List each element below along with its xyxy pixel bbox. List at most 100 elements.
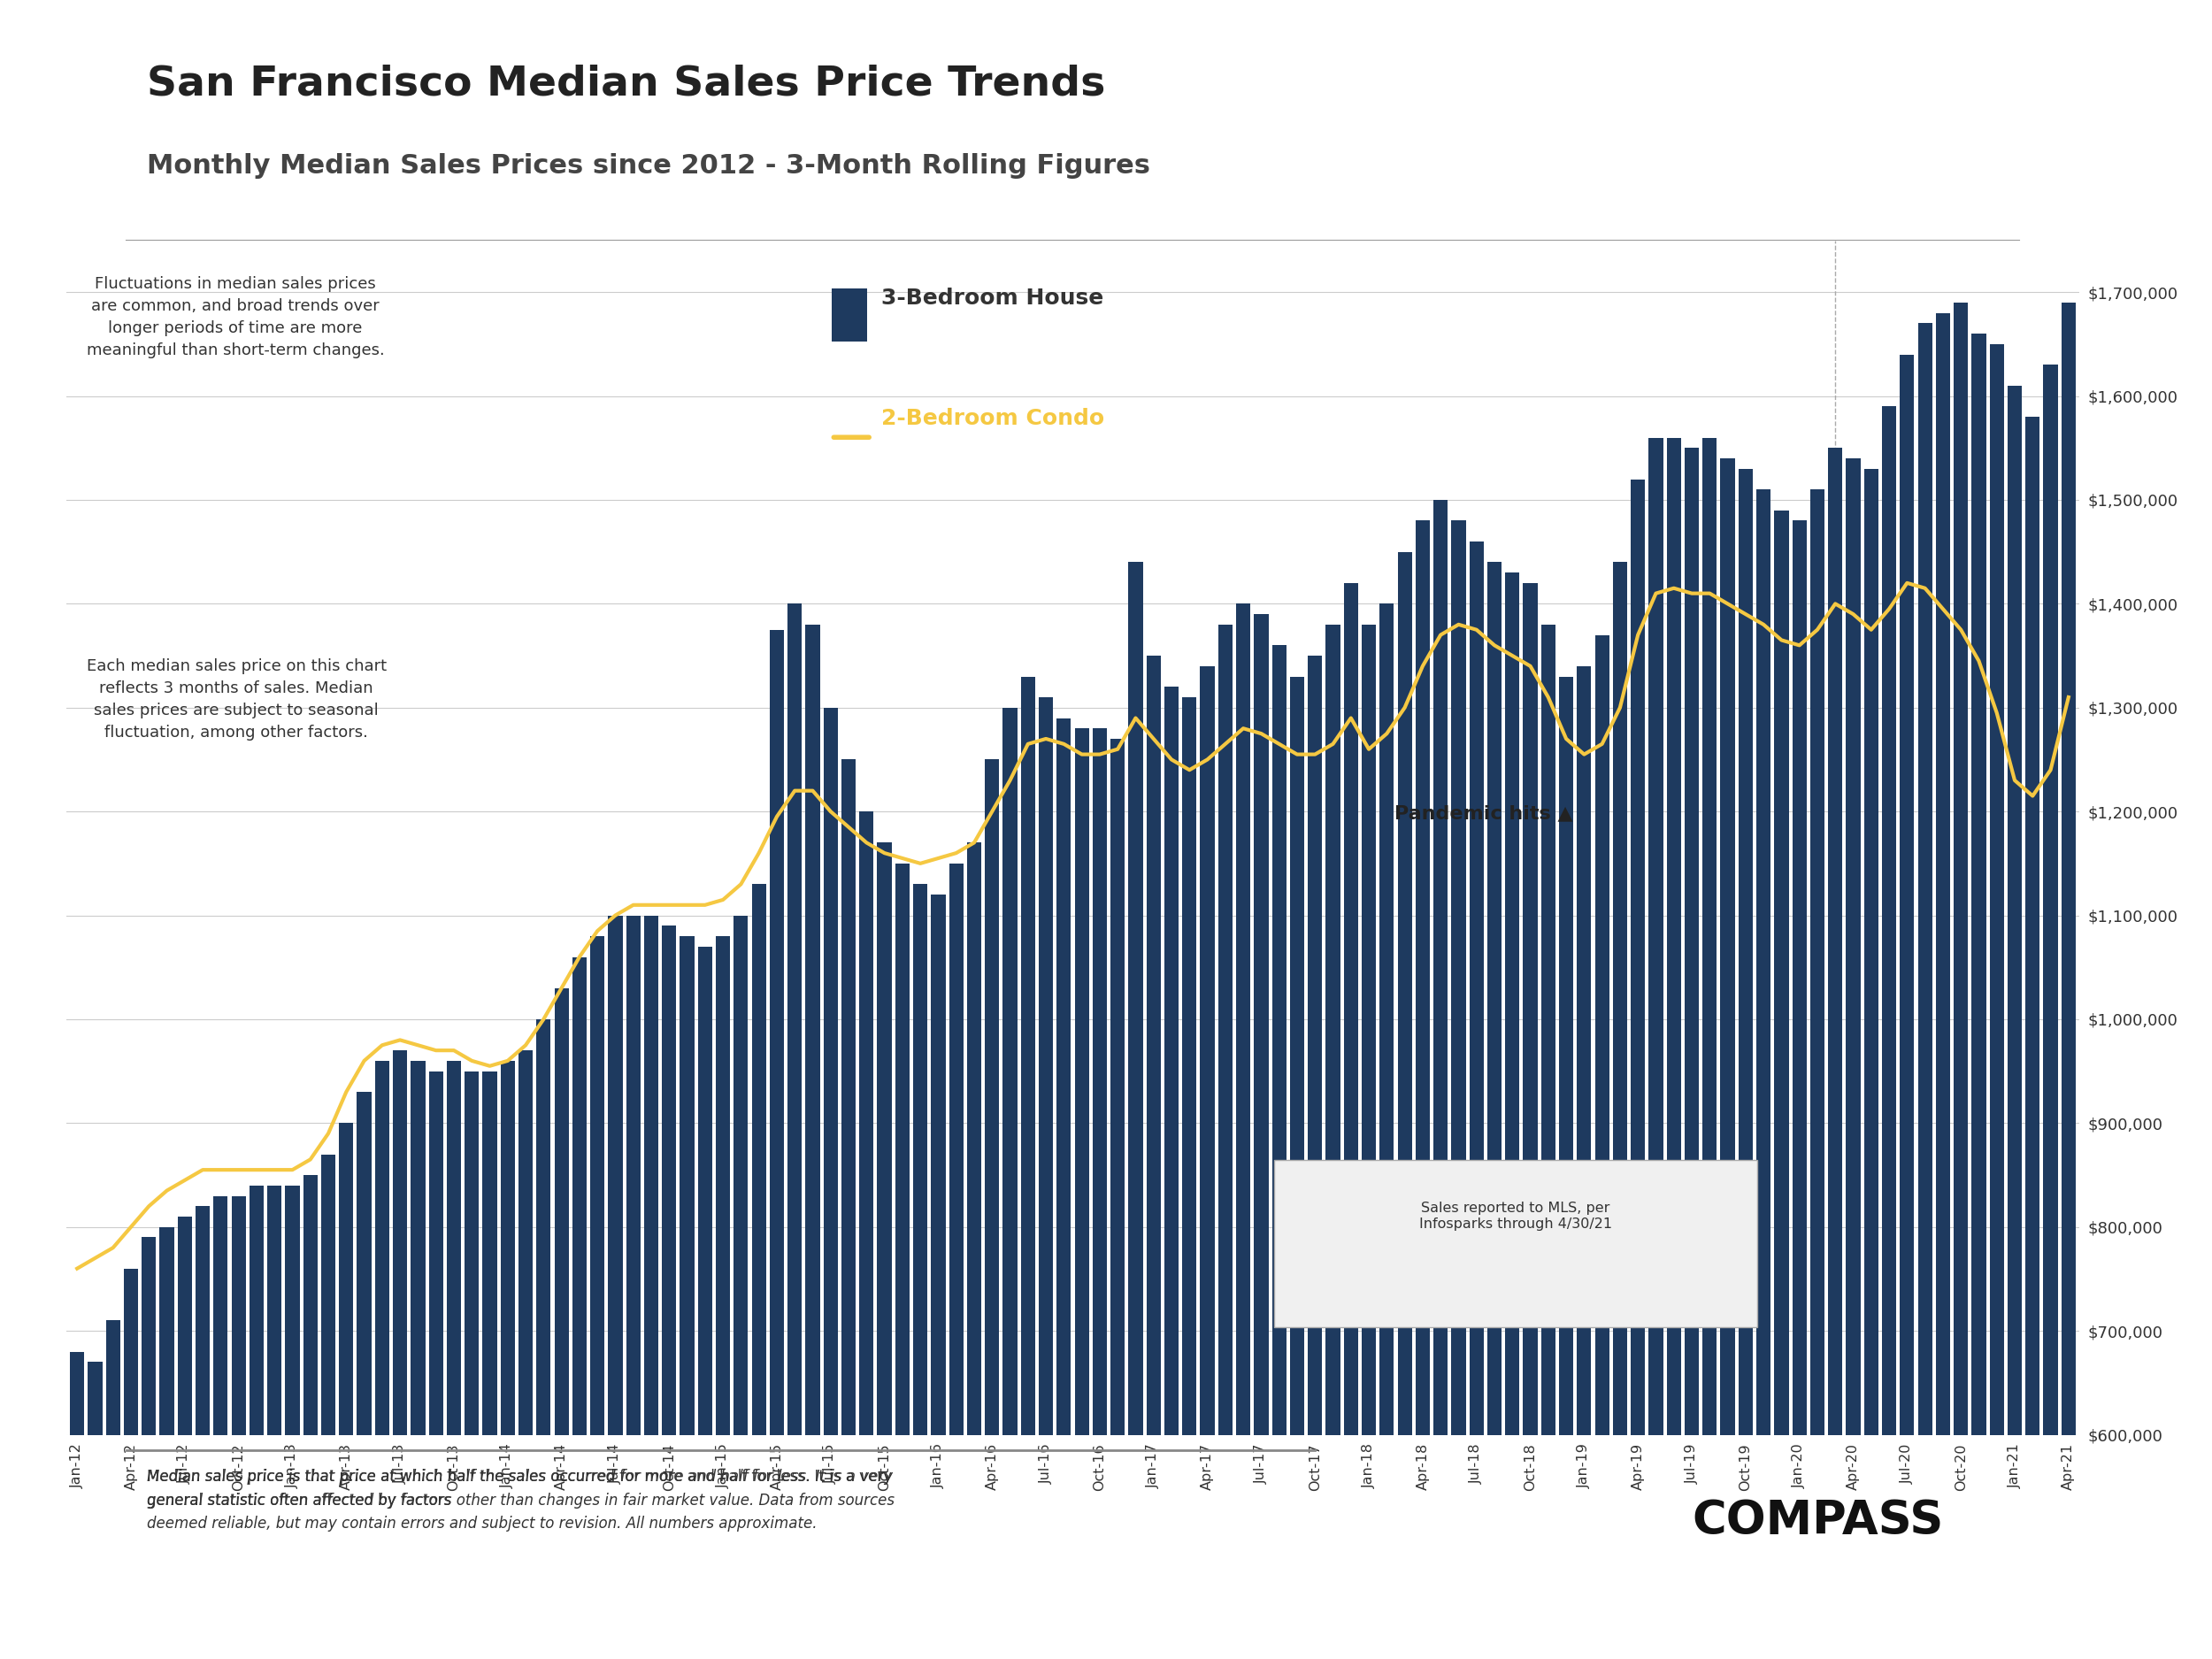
Bar — [644, 916, 659, 1659]
Bar — [1002, 708, 1018, 1659]
Bar — [1416, 521, 1429, 1659]
Bar — [177, 1216, 192, 1659]
Bar — [805, 624, 821, 1659]
Bar — [1865, 469, 1878, 1659]
Bar — [555, 989, 568, 1659]
Bar — [106, 1321, 119, 1659]
Bar — [1613, 562, 1628, 1659]
Text: COMPASS: COMPASS — [1692, 1498, 1944, 1545]
Text: Pandemic hits ▲: Pandemic hits ▲ — [1396, 805, 1573, 823]
Bar — [215, 1196, 228, 1659]
Bar — [303, 1175, 319, 1659]
Bar — [1093, 728, 1106, 1659]
Bar — [1040, 697, 1053, 1659]
Bar — [823, 708, 838, 1659]
Bar — [1057, 718, 1071, 1659]
Bar — [1219, 624, 1232, 1659]
Bar — [338, 1123, 354, 1659]
Bar — [429, 1072, 442, 1659]
Text: 2-Bedroom Condo: 2-Bedroom Condo — [883, 408, 1104, 428]
FancyBboxPatch shape — [1274, 1160, 1756, 1327]
Bar — [931, 894, 945, 1659]
Bar — [411, 1060, 425, 1659]
Bar — [1325, 624, 1340, 1659]
Bar — [914, 884, 927, 1659]
Bar — [878, 843, 891, 1659]
Bar — [356, 1092, 372, 1659]
Text: Median sales price is that price at which half the sales occurred for more and h: Median sales price is that price at whic… — [146, 1470, 891, 1508]
Text: Sales reported to MLS, per
Infosparks through 4/30/21: Sales reported to MLS, per Infosparks th… — [1420, 1201, 1613, 1231]
Bar — [787, 604, 803, 1659]
Bar — [697, 947, 712, 1659]
Bar — [1542, 624, 1555, 1659]
Text: San Francisco Median Sales Price Trends: San Francisco Median Sales Price Trends — [146, 65, 1106, 105]
Bar — [195, 1206, 210, 1659]
Bar — [1020, 677, 1035, 1659]
Bar — [1756, 489, 1770, 1659]
Bar — [1146, 655, 1161, 1659]
Bar — [1882, 406, 1896, 1659]
Bar — [1559, 677, 1573, 1659]
Bar — [1524, 582, 1537, 1659]
Bar — [1363, 624, 1376, 1659]
Bar — [1847, 458, 1860, 1659]
Text: Monthly Median Sales Prices since 2012 - 3-Month Rolling Figures: Monthly Median Sales Prices since 2012 -… — [146, 153, 1150, 179]
Bar — [1630, 479, 1646, 1659]
Bar — [1953, 302, 1969, 1659]
Bar — [1774, 511, 1790, 1659]
Bar — [1380, 604, 1394, 1659]
Bar — [896, 863, 909, 1659]
Bar — [1181, 697, 1197, 1659]
Bar — [2008, 385, 2022, 1659]
Bar — [949, 863, 964, 1659]
Bar — [232, 1196, 246, 1659]
Bar — [1721, 458, 1734, 1659]
Bar — [1128, 562, 1144, 1659]
Bar — [376, 1060, 389, 1659]
Bar — [1307, 655, 1323, 1659]
FancyBboxPatch shape — [832, 289, 867, 342]
Bar — [1648, 438, 1663, 1659]
Bar — [734, 916, 748, 1659]
Bar — [1486, 562, 1502, 1659]
Bar — [967, 843, 982, 1659]
Bar — [482, 1072, 498, 1659]
Bar — [142, 1238, 157, 1659]
Bar — [1666, 438, 1681, 1659]
Bar — [1827, 448, 1843, 1659]
Bar — [752, 884, 765, 1659]
Bar — [591, 936, 604, 1659]
Bar — [268, 1186, 281, 1659]
Bar — [250, 1186, 263, 1659]
Bar — [1237, 604, 1250, 1659]
Bar — [1504, 572, 1520, 1659]
Bar — [1272, 645, 1287, 1659]
Bar — [1703, 438, 1717, 1659]
Bar — [124, 1269, 137, 1659]
Bar — [1595, 635, 1610, 1659]
Bar — [1936, 314, 1951, 1659]
Bar — [535, 1019, 551, 1659]
Bar — [1900, 355, 1913, 1659]
Bar — [984, 760, 1000, 1659]
Bar — [159, 1228, 175, 1659]
Bar — [661, 926, 677, 1659]
Bar — [1201, 665, 1214, 1659]
Text: Each median sales price on this chart
reflects 3 months of sales. Median
sales p: Each median sales price on this chart re… — [86, 659, 387, 740]
Bar — [1433, 499, 1449, 1659]
Bar — [1809, 489, 1825, 1659]
Bar — [626, 916, 641, 1659]
Bar — [2044, 365, 2057, 1659]
Bar — [1739, 469, 1752, 1659]
Bar — [1398, 552, 1411, 1659]
Bar — [717, 936, 730, 1659]
Bar — [608, 916, 622, 1659]
Bar — [679, 936, 695, 1659]
Bar — [2062, 302, 2075, 1659]
Bar — [500, 1060, 515, 1659]
Bar — [1164, 687, 1179, 1659]
Bar — [1290, 677, 1305, 1659]
Bar — [841, 760, 856, 1659]
Bar — [447, 1060, 460, 1659]
Bar — [1075, 728, 1088, 1659]
